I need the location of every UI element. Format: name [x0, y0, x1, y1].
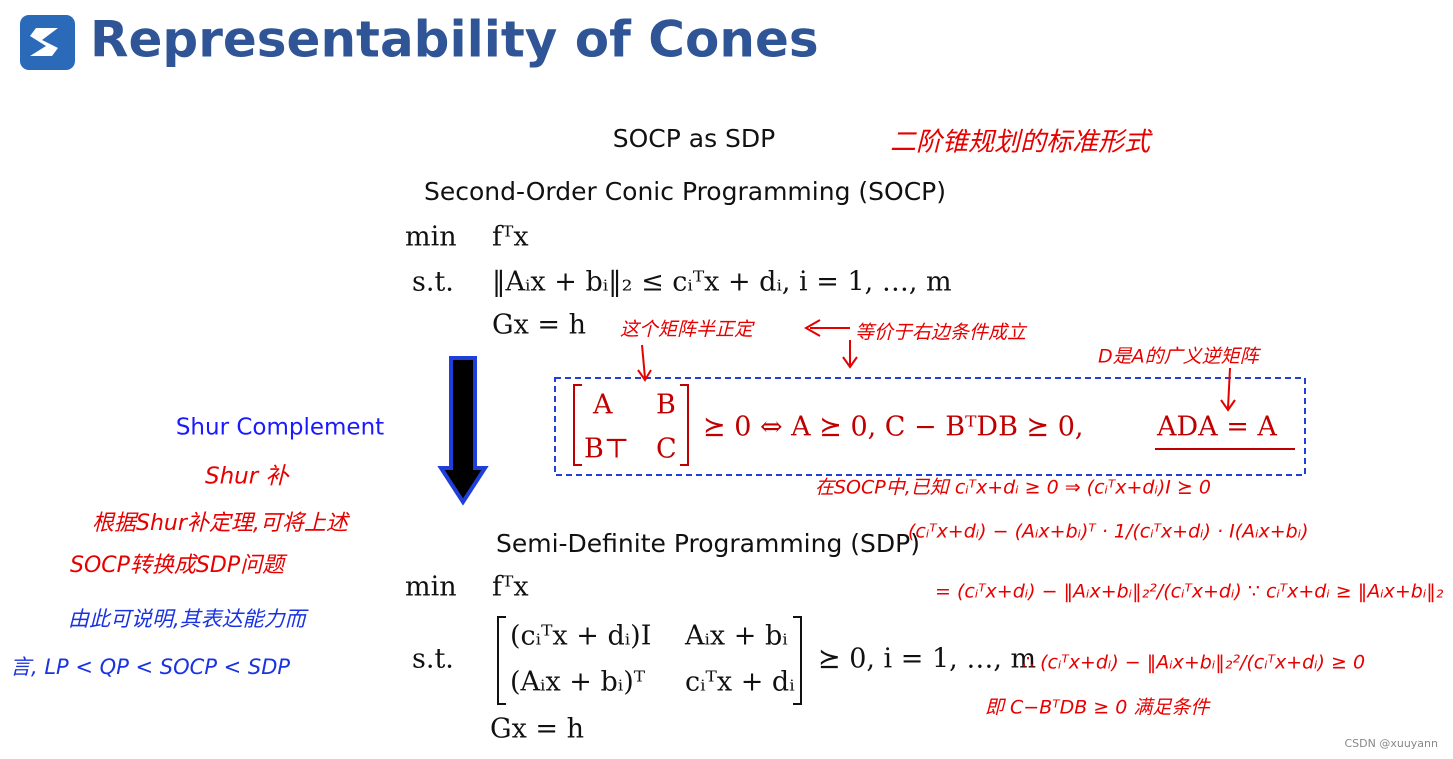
note: = (cᵢᵀx+dᵢ) − ‖Aᵢx+bᵢ‖₂²/(cᵢᵀx+dᵢ) ∵ cᵢᵀ…	[935, 581, 1444, 603]
min-label: min	[405, 572, 457, 603]
note: (cᵢᵀx+dᵢ) − (Aᵢx+bᵢ)ᵀ · 1/(cᵢᵀx+dᵢ) · I(…	[908, 521, 1309, 543]
title: Representability of Cones	[90, 11, 819, 69]
cell: (Aᵢx + bᵢ)ᵀ	[510, 667, 646, 698]
brackets	[497, 616, 802, 705]
equality: Gx = h	[490, 714, 584, 745]
schur-extra: ADA = A	[1156, 412, 1277, 443]
cell: (cᵢᵀx + dᵢ)I	[510, 621, 651, 652]
logo	[20, 15, 75, 70]
note: ∴ (cᵢᵀx+dᵢ) − ‖Aᵢx+bᵢ‖₂²/(cᵢᵀx+dᵢ) ≥ 0	[1022, 652, 1365, 674]
socp-title: Second-Order Conic Programming (SOCP)	[424, 177, 946, 206]
sdp-condition: ⪰ 0, i = 1, …, m	[818, 644, 1036, 675]
st-label: s.t.	[412, 644, 454, 675]
note: 等价于右边条件成立	[855, 322, 1028, 344]
cell: B⊤	[584, 434, 629, 465]
schur-label: Shur Complement	[176, 415, 384, 441]
objective: fᵀx	[492, 222, 529, 253]
objective: fᵀx	[492, 572, 529, 603]
min-label: min	[405, 222, 457, 253]
note: SOCP转换成SDP问题	[70, 553, 288, 578]
down-arrow	[437, 356, 489, 506]
cell: A	[592, 390, 613, 421]
cell: Aᵢx + bᵢ	[684, 621, 788, 652]
note: 根据Shur补定理,可将上述	[92, 511, 351, 536]
cell: B	[656, 390, 676, 421]
equality: Gx = h	[492, 310, 586, 341]
annotations-red: 二阶锥规划的标准形式 这个矩阵半正定 等价于右边条件成立 D是A的广义逆矩阵 在…	[70, 128, 1444, 719]
heading: SOCP as SDP	[613, 124, 776, 153]
note: Shur 补	[205, 464, 291, 490]
brackets	[573, 384, 689, 466]
note: D是A的广义逆矩阵	[1098, 346, 1262, 368]
note: 即 C−BᵀDB ≥ 0 满足条件	[985, 697, 1211, 719]
note: 由此可说明,其表达能力而	[68, 607, 310, 631]
schur-box	[554, 377, 1306, 476]
note: 在SOCP中,已知 cᵢᵀx+dᵢ ≥ 0 ⇒ (cᵢᵀx+dᵢ)I ⪰ 0	[815, 477, 1211, 499]
constraint: ‖Aᵢx + bᵢ‖₂ ≤ cᵢᵀx + dᵢ, i = 1, …, m	[492, 267, 952, 298]
st-label: s.t.	[412, 267, 454, 298]
cell: cᵢᵀx + dᵢ	[685, 667, 795, 698]
annotations-blue: 由此可说明,其表达能力而 言, LP < QP < SOCP < SDP	[10, 607, 310, 679]
cell: C	[656, 434, 677, 465]
note: 二阶锥规划的标准形式	[890, 128, 1153, 158]
schur-condition: ⪰ 0 ⇔ A ⪰ 0, C − BᵀDB ⪰ 0,	[703, 412, 1083, 443]
note: 言, LP < QP < SOCP < SDP	[10, 655, 290, 679]
note: 这个矩阵半正定	[620, 319, 755, 341]
watermark: CSDN @xuuyann	[1344, 737, 1438, 750]
sdp-title: Semi-Definite Programming (SDP)	[496, 529, 920, 558]
